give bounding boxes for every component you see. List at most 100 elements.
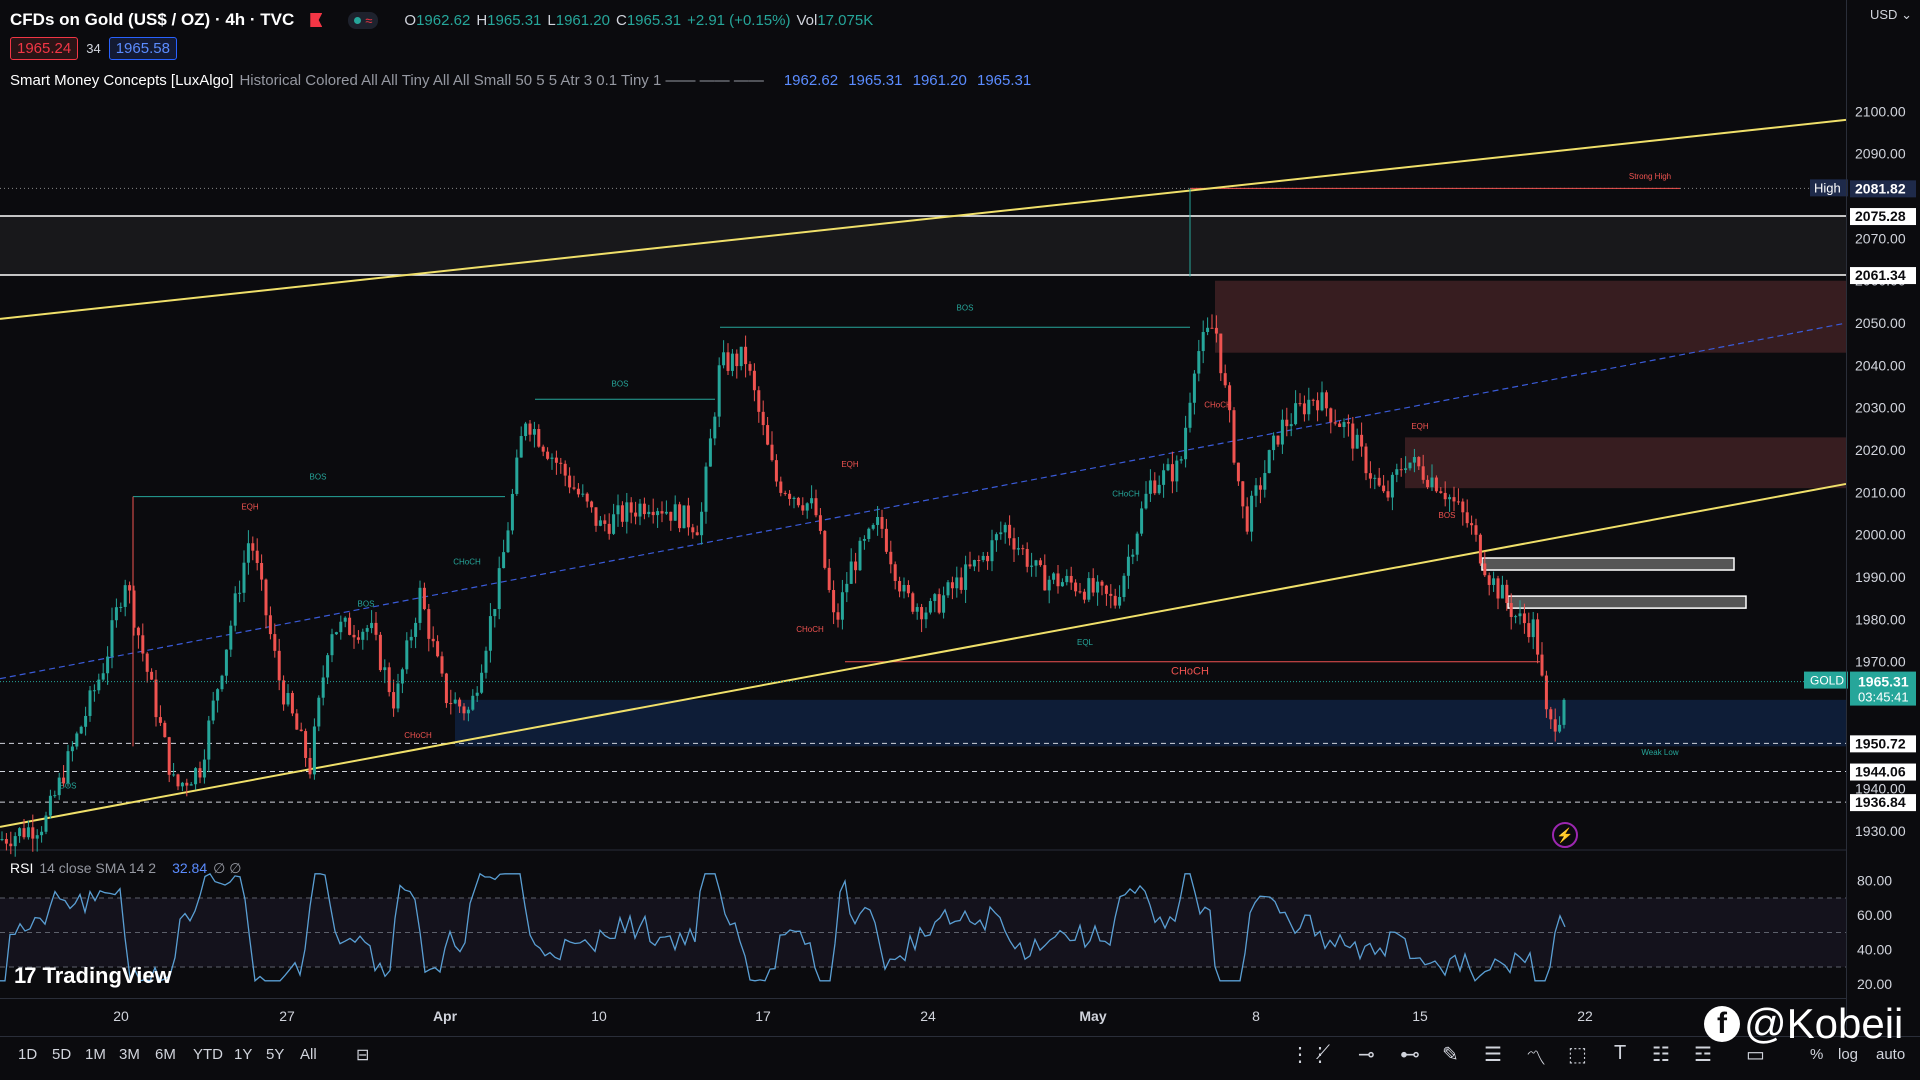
candle	[1285, 419, 1289, 427]
candle	[889, 551, 893, 565]
candle	[40, 831, 44, 836]
comment-icon[interactable]: ▭	[1746, 1044, 1765, 1066]
candle	[211, 700, 215, 721]
timeframe-button-5d[interactable]: 5D	[52, 1046, 72, 1063]
candle	[832, 590, 836, 613]
candle	[862, 538, 866, 541]
candle	[1470, 523, 1474, 526]
candle	[317, 697, 321, 727]
candle	[312, 726, 316, 775]
price-tick-label: 1970.00	[1855, 654, 1906, 670]
structure-label: Weak Low	[1641, 748, 1678, 757]
rsi-legend[interactable]: RSI 14 close SMA 14 2 32.84 ∅ ∅	[10, 860, 241, 877]
rsi-tick-label: 80.00	[1857, 873, 1892, 889]
candle	[625, 502, 629, 522]
timeframe-button-ytd[interactable]: YTD	[193, 1046, 223, 1063]
candle	[361, 631, 365, 640]
candle	[1214, 327, 1218, 334]
candle	[730, 353, 734, 371]
pattern-icon[interactable]: 〽	[1526, 1048, 1546, 1070]
scale-auto-button[interactable]: auto	[1876, 1046, 1906, 1063]
timeframe-button-all[interactable]: All	[300, 1046, 317, 1063]
forecast-icon[interactable]: ☲	[1694, 1044, 1712, 1066]
currency-selector[interactable]: USD ⌄	[1870, 7, 1912, 22]
indicator-name[interactable]: Smart Money Concepts [LuxAlgo]	[10, 72, 234, 89]
candle	[550, 457, 554, 459]
candle	[1540, 654, 1544, 676]
drag-handle-icon[interactable]: ⋮⋮	[1290, 1044, 1330, 1066]
flag-icon[interactable]	[310, 13, 323, 27]
candle	[1188, 402, 1192, 428]
candle	[1421, 466, 1425, 480]
candle	[0, 839, 4, 841]
candle	[1038, 560, 1042, 566]
timeframe-button-1d[interactable]: 1D	[18, 1046, 38, 1063]
candle	[18, 828, 22, 837]
trend-line-icon[interactable]: ⟋	[1316, 1042, 1330, 1064]
candle	[1478, 534, 1482, 564]
fib-icon[interactable]: ☰	[1484, 1044, 1502, 1066]
high-value: 1965.31	[487, 11, 542, 29]
candle	[1109, 593, 1113, 596]
candle	[1030, 565, 1034, 567]
timeframe-button-6m[interactable]: 6M	[155, 1046, 176, 1063]
indicator-legend[interactable]: Smart Money Concepts [LuxAlgo] Historica…	[10, 72, 1031, 89]
candle	[1351, 423, 1355, 449]
price-label-text: 2075.28	[1855, 208, 1906, 224]
rsi-name[interactable]: RSI	[10, 860, 34, 876]
sell-price-button[interactable]: 1965.24	[10, 37, 79, 60]
candle	[1153, 480, 1157, 494]
candle	[682, 505, 686, 529]
horizontal-line-icon[interactable]: ⊷	[1400, 1044, 1420, 1066]
candle	[1100, 581, 1104, 586]
symbol-title[interactable]: CFDs on Gold (US$ / OZ) · 4h · TVC	[10, 10, 295, 29]
candle	[1518, 613, 1522, 617]
candle	[405, 640, 409, 670]
candle	[1355, 434, 1359, 449]
candle	[1157, 484, 1161, 494]
timeframe-button-3m[interactable]: 3M	[119, 1046, 140, 1063]
candle	[1206, 327, 1210, 332]
timeframe-button-1y[interactable]: 1Y	[234, 1046, 253, 1063]
brush-icon[interactable]: ✎	[1442, 1044, 1459, 1066]
candle	[814, 498, 818, 516]
price-axis[interactable]	[1846, 0, 1920, 1030]
horizontal-ray-icon[interactable]: ⊸	[1358, 1044, 1375, 1066]
price-tick-label: 2010.00	[1855, 484, 1906, 500]
candle	[136, 627, 140, 636]
candle	[1324, 392, 1328, 409]
candle	[572, 487, 576, 489]
candle	[1245, 506, 1249, 532]
measure-icon[interactable]: ☷	[1652, 1044, 1670, 1066]
market-status-pill[interactable]: ≈	[348, 11, 379, 29]
market-open-icon	[354, 16, 362, 24]
text-icon[interactable]: T	[1614, 1042, 1627, 1064]
candle	[216, 689, 220, 701]
candle	[1412, 457, 1416, 463]
price-label-text: 1944.06	[1855, 764, 1906, 780]
rsi-params: 14 close SMA 14 2	[39, 860, 157, 876]
candle	[1386, 491, 1390, 498]
time-tick-label: 17	[755, 1008, 771, 1024]
scale-log-button[interactable]: log	[1838, 1046, 1859, 1063]
timeframe-button-5y[interactable]: 5Y	[266, 1046, 285, 1063]
date-range-icon[interactable]: ⊟	[356, 1047, 370, 1064]
scale-percent-button[interactable]: %	[1810, 1046, 1824, 1063]
candle	[1192, 373, 1196, 403]
candle	[440, 656, 444, 674]
candle	[748, 364, 752, 371]
rectangle-icon[interactable]: ⬚	[1568, 1044, 1587, 1066]
candle	[172, 774, 176, 776]
candle	[977, 560, 981, 562]
candle	[378, 634, 382, 671]
candle	[1474, 525, 1478, 535]
candle	[1487, 575, 1491, 585]
candle	[532, 429, 536, 435]
candle	[1364, 446, 1368, 474]
candle	[537, 429, 541, 447]
buy-price-button[interactable]: 1965.58	[108, 37, 177, 60]
timeframe-button-1m[interactable]: 1M	[85, 1046, 106, 1063]
candle	[836, 612, 840, 620]
lightning-icon[interactable]: ⚡	[1552, 822, 1578, 848]
